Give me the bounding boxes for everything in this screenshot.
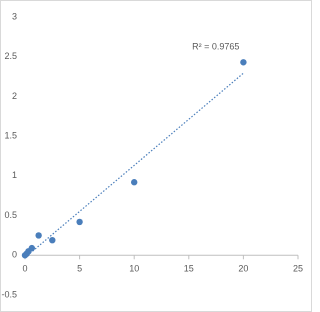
y-tick-label: 0 bbox=[12, 250, 17, 260]
x-tick-label: 10 bbox=[129, 264, 139, 274]
y-tick-label: 0.5 bbox=[4, 210, 17, 220]
trendline bbox=[24, 72, 244, 258]
y-tick-label: 2.5 bbox=[4, 51, 17, 61]
x-tick-label: 20 bbox=[238, 264, 248, 274]
x-tick-label: 5 bbox=[77, 264, 82, 274]
x-tick-label: 0 bbox=[22, 264, 27, 274]
x-tick-label: 15 bbox=[184, 264, 194, 274]
data-point bbox=[131, 179, 138, 186]
data-point bbox=[76, 218, 83, 226]
chart-border bbox=[0, 0, 312, 312]
data-point bbox=[35, 232, 42, 239]
y-tick-label: 1.5 bbox=[4, 131, 17, 141]
y-tick-label: 2 bbox=[12, 91, 17, 101]
x-tick-label: 25 bbox=[293, 264, 303, 274]
trendline-annotation: R² = 0.9765 bbox=[192, 42, 239, 52]
data-point bbox=[28, 244, 36, 252]
y-tick-label: 1 bbox=[12, 170, 17, 180]
chart: -0.5 0 0.5 1 1.5 2 2.5 3 0 5 10 15 20 25 R² = 0.9765 bbox=[0, 0, 312, 312]
y-tick-label: -0.5 bbox=[1, 289, 17, 299]
y-tick-label: 3 bbox=[12, 11, 17, 21]
data-point bbox=[240, 59, 247, 66]
data-point bbox=[49, 236, 56, 244]
